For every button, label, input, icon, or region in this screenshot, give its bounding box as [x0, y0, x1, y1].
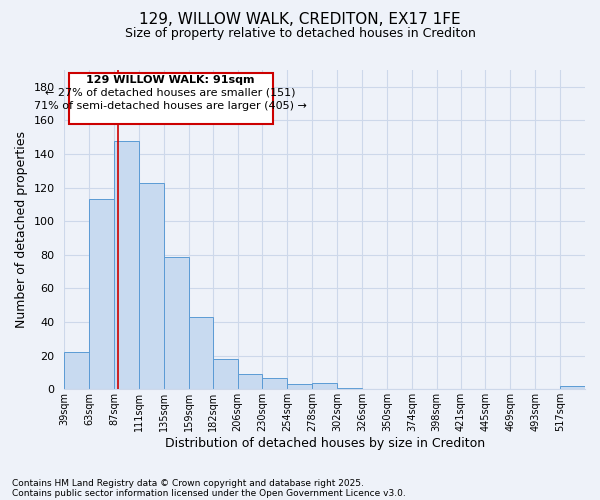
- Text: Contains HM Land Registry data © Crown copyright and database right 2025.: Contains HM Land Registry data © Crown c…: [12, 478, 364, 488]
- Bar: [262, 378, 287, 390]
- Bar: [189, 317, 213, 390]
- Text: Contains public sector information licensed under the Open Government Licence v3: Contains public sector information licen…: [12, 488, 406, 498]
- Bar: [238, 374, 262, 390]
- Text: 129, WILLOW WALK, CREDITON, EX17 1FE: 129, WILLOW WALK, CREDITON, EX17 1FE: [139, 12, 461, 28]
- Bar: [114, 140, 139, 390]
- FancyBboxPatch shape: [68, 74, 273, 124]
- Bar: [287, 384, 312, 390]
- Bar: [89, 200, 114, 390]
- Y-axis label: Number of detached properties: Number of detached properties: [15, 131, 28, 328]
- Bar: [64, 352, 89, 390]
- Text: 71% of semi-detached houses are larger (405) →: 71% of semi-detached houses are larger (…: [34, 100, 307, 110]
- Bar: [213, 359, 238, 390]
- Bar: [164, 256, 189, 390]
- X-axis label: Distribution of detached houses by size in Crediton: Distribution of detached houses by size …: [164, 437, 485, 450]
- Text: 129 WILLOW WALK: 91sqm: 129 WILLOW WALK: 91sqm: [86, 75, 255, 85]
- Text: Size of property relative to detached houses in Crediton: Size of property relative to detached ho…: [125, 28, 475, 40]
- Bar: [312, 382, 337, 390]
- Text: ← 27% of detached houses are smaller (151): ← 27% of detached houses are smaller (15…: [46, 88, 296, 98]
- Bar: [337, 388, 362, 390]
- Bar: [139, 182, 164, 390]
- Bar: [560, 386, 585, 390]
